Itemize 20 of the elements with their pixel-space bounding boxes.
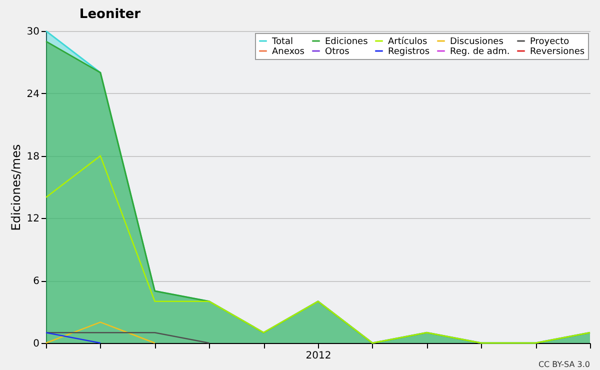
legend-label: Total (271, 37, 294, 47)
y-tick-label: 30 (26, 26, 40, 38)
legend-label: Artículos (388, 36, 428, 47)
legend-label: Reversiones (530, 47, 585, 57)
legend-label: Proyecto (530, 37, 570, 47)
legend-label: Ediciones (325, 37, 368, 47)
legend-label: Discusiones (450, 37, 504, 47)
y-tick-label: 6 (33, 276, 40, 288)
x-tick-label: 2012 (306, 350, 332, 362)
y-tick-label: 18 (26, 151, 40, 162)
legend-label: Anexos (272, 47, 305, 57)
y-tick-label: 24 (26, 88, 40, 100)
y-tick-label: 12 (26, 214, 40, 225)
text: CC BY-SA 3.0 (538, 360, 590, 369)
chart-title: Leoniter (79, 7, 142, 22)
y-axis-title: Ediciones/mes (8, 144, 23, 231)
legend-label: Reg. de adm. (450, 47, 510, 57)
legend-label: Registros (388, 47, 430, 57)
legend-label: Otros (325, 47, 350, 57)
y-tick-label: 0 (33, 338, 40, 350)
